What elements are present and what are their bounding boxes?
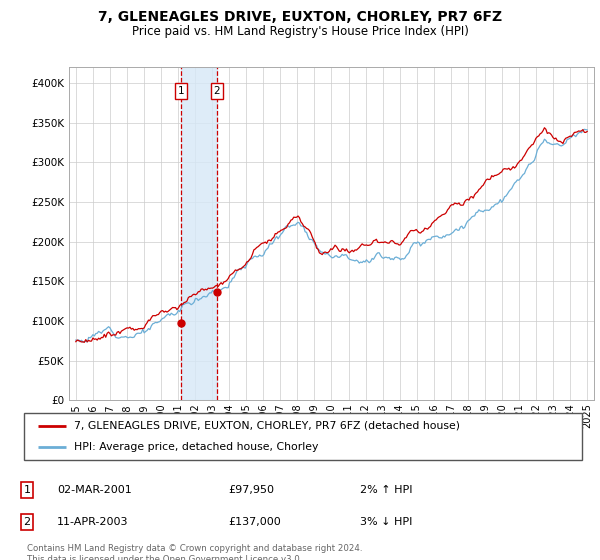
- Text: 1: 1: [178, 86, 184, 96]
- Bar: [181, 67, 217, 400]
- Text: 11-APR-2003: 11-APR-2003: [57, 517, 128, 527]
- Text: 3% ↓ HPI: 3% ↓ HPI: [360, 517, 412, 527]
- FancyBboxPatch shape: [24, 413, 582, 460]
- Text: 02-MAR-2001: 02-MAR-2001: [57, 485, 132, 495]
- Text: £137,000: £137,000: [228, 517, 281, 527]
- Text: 7, GLENEAGLES DRIVE, EUXTON, CHORLEY, PR7 6FZ (detached house): 7, GLENEAGLES DRIVE, EUXTON, CHORLEY, PR…: [74, 421, 460, 431]
- Text: £97,950: £97,950: [228, 485, 274, 495]
- Text: Contains HM Land Registry data © Crown copyright and database right 2024.
This d: Contains HM Land Registry data © Crown c…: [27, 544, 362, 560]
- Text: 1: 1: [23, 485, 31, 495]
- Text: 2% ↑ HPI: 2% ↑ HPI: [360, 485, 413, 495]
- Text: Price paid vs. HM Land Registry's House Price Index (HPI): Price paid vs. HM Land Registry's House …: [131, 25, 469, 38]
- Text: 2: 2: [23, 517, 31, 527]
- Text: HPI: Average price, detached house, Chorley: HPI: Average price, detached house, Chor…: [74, 442, 319, 452]
- Text: 2: 2: [214, 86, 220, 96]
- Text: 7, GLENEAGLES DRIVE, EUXTON, CHORLEY, PR7 6FZ: 7, GLENEAGLES DRIVE, EUXTON, CHORLEY, PR…: [98, 10, 502, 24]
